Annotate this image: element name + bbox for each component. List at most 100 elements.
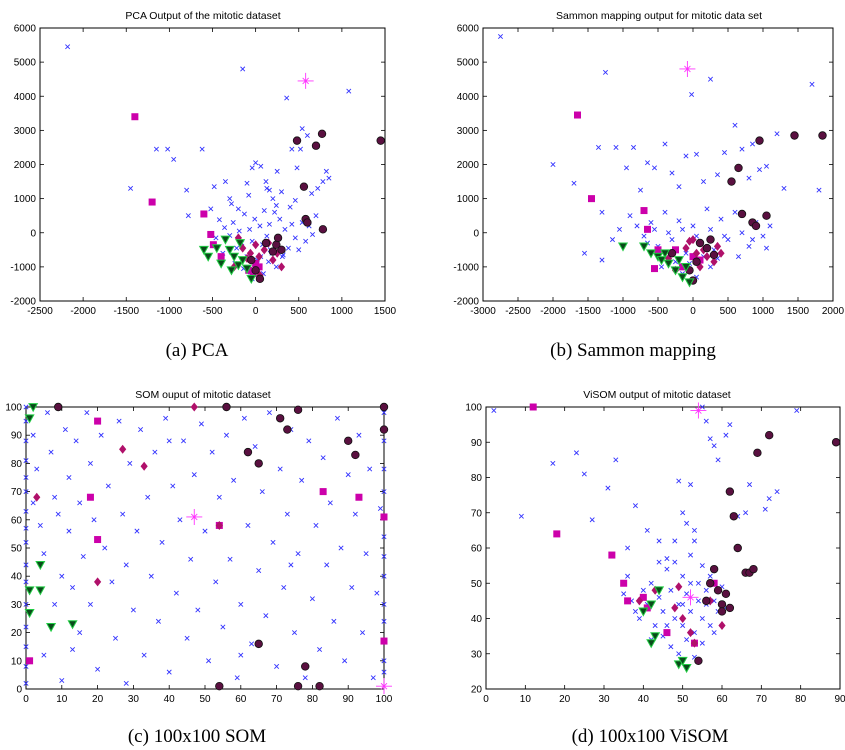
- som-point-triangle: [24, 414, 35, 424]
- som-point-cross: [206, 658, 212, 664]
- som-point-cross: [95, 666, 101, 672]
- pca-point-circle: [273, 233, 283, 243]
- visom-point-triangle: [681, 663, 692, 674]
- sammon-point-triangle: [645, 249, 657, 259]
- visom-point-circle: [702, 596, 711, 606]
- visom-point-cross: [668, 587, 674, 593]
- visom-point-square: [663, 629, 671, 637]
- som-point-cross: [198, 421, 204, 427]
- visom-point-cross: [632, 503, 638, 509]
- pca-ytick-label: 0: [30, 228, 36, 239]
- som-point-triangle: [67, 620, 78, 630]
- pca-point-cross: [165, 146, 171, 152]
- som-ytick-label: 100: [5, 403, 22, 414]
- pca-point-cross: [323, 168, 329, 174]
- visom-point-cross: [723, 432, 729, 438]
- som-ytick-label: 60: [11, 515, 23, 526]
- som-point-square: [94, 417, 102, 425]
- pca-point-triangle: [220, 235, 231, 245]
- sammon-point-cross: [630, 144, 637, 150]
- som-point-cross: [238, 601, 244, 607]
- som-point-cross: [141, 652, 147, 658]
- som-xtick-label: 20: [92, 694, 104, 705]
- som-point-cross: [202, 528, 208, 534]
- sammon-point-cross: [732, 122, 738, 128]
- som-point-cross: [62, 427, 68, 433]
- pca-point-triangle: [226, 266, 237, 276]
- pca-ytick-label: -1000: [10, 262, 36, 273]
- visom-point-triangle: [650, 632, 661, 642]
- pca-point-cross: [246, 192, 252, 198]
- sammon-point-triangle: [638, 242, 650, 252]
- som-point-cross: [241, 415, 247, 421]
- pca-point-triangle: [237, 256, 248, 266]
- pca-point-square: [207, 230, 215, 238]
- visom-point-square: [624, 597, 632, 605]
- pca-point-cross: [171, 156, 177, 162]
- som-point-cross: [116, 418, 122, 424]
- som-point-cross: [23, 438, 29, 444]
- pca-xtick-label: 500: [290, 306, 307, 317]
- panel-visom: ViSOM output of mitotic dataset 0 10 20 30 4…: [465, 389, 845, 747]
- sammon-point-circle: [762, 211, 771, 220]
- som-point-triangle: [28, 403, 39, 413]
- sammon-point-square: [588, 195, 595, 203]
- pca-point-cross: [249, 165, 255, 171]
- pca-xtick-label: 1000: [331, 306, 354, 317]
- som-point-cross: [148, 573, 154, 579]
- som-ytick-label: 40: [11, 572, 23, 583]
- visom-ytick-label: 40: [471, 614, 483, 625]
- pca-point-circle: [311, 141, 321, 150]
- som-point-square: [319, 488, 327, 496]
- som-point-cross: [23, 525, 29, 531]
- panel-som-caption: (c) 100x100 SOM: [128, 726, 266, 747]
- visom-point-cross: [695, 598, 701, 604]
- visom-point-cross: [589, 517, 595, 523]
- pca-point-cross: [303, 238, 309, 244]
- som-point-cross: [195, 607, 201, 613]
- sammon-point-cross: [718, 216, 724, 222]
- sammon-point-cross: [809, 81, 815, 87]
- pca-point-circle: [268, 247, 278, 256]
- som-point-cross: [105, 483, 111, 489]
- sammon-point-cross: [689, 92, 695, 98]
- visom-point-cross: [652, 623, 658, 629]
- som-point-cross: [55, 511, 61, 517]
- pca-point-cross: [299, 126, 305, 132]
- visom-xtick-label: 10: [520, 694, 532, 705]
- som-point-cross: [23, 644, 29, 650]
- som-ytick-label: 90: [11, 431, 23, 442]
- som-point-cross: [87, 601, 93, 607]
- panel-som-plot: 0 10 20 30 40 50 60 70 80 90 100 0 10 20 30 40 50 60 70 80 9…: [5, 402, 393, 705]
- pca-point-cross: [292, 197, 298, 203]
- som-point-cross: [381, 601, 387, 607]
- pca-point-square: [200, 210, 208, 218]
- pca-point-cross: [228, 201, 234, 207]
- som-point-cross: [356, 432, 362, 438]
- pca-point-cross: [282, 226, 288, 232]
- som-point-cross: [281, 584, 287, 590]
- sammon-ytick-label: 6000: [457, 24, 480, 35]
- som-point-cross: [23, 624, 29, 630]
- som-point-circle: [379, 425, 389, 434]
- som-point-cross: [213, 579, 219, 585]
- visom-point-cross: [632, 608, 638, 614]
- sammon-point-cross: [595, 144, 602, 150]
- som-point-cross: [41, 551, 47, 557]
- sammon-point-circle: [709, 250, 719, 260]
- sammon-point-cross: [616, 226, 623, 232]
- visom-point-cross: [491, 408, 497, 414]
- sammon-point-cross: [571, 180, 577, 186]
- panel-pca-plot: -2500 -2000 -1500 -1000 -500 0 500 1000 1500-200…: [10, 24, 396, 318]
- sammon-point-cross: [665, 230, 672, 236]
- som-point-cross: [274, 663, 280, 669]
- som-point-diamond: [94, 577, 102, 587]
- som-point-circle: [293, 405, 303, 415]
- som-point-cross: [59, 678, 65, 684]
- visom-point-cross: [688, 608, 694, 614]
- som-xtick-label: 60: [235, 694, 247, 705]
- pca-point-circle: [255, 274, 265, 284]
- som-point-cross: [98, 432, 104, 438]
- som-point-cross: [313, 522, 319, 528]
- sammon-point-cross: [735, 254, 742, 260]
